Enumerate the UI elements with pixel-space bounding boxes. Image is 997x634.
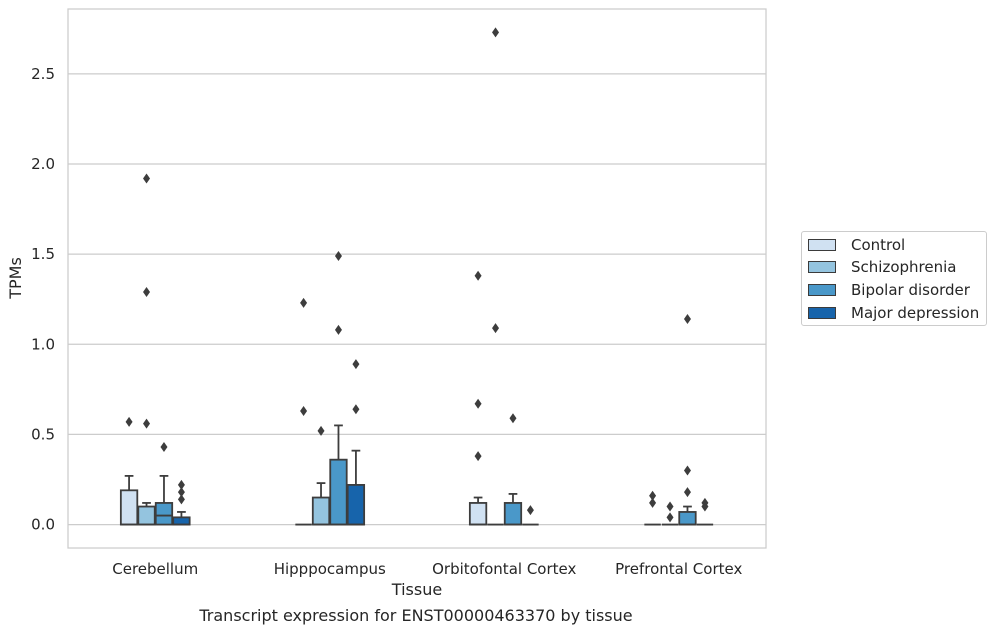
outlier-point (352, 359, 360, 370)
outlier-point (334, 250, 342, 261)
outlier-point (177, 494, 185, 505)
outlier-point (334, 324, 342, 335)
y-tick-label: 1.0 (31, 335, 55, 353)
box-group (678, 314, 697, 526)
box-group (346, 359, 366, 526)
outlier-point (160, 442, 168, 453)
outlier-point (492, 27, 500, 38)
outlier-point (492, 323, 500, 334)
box-rect (468, 502, 488, 526)
outlier-point (143, 173, 151, 184)
outlier-point (701, 497, 709, 508)
y-axis-label: TPMs (6, 257, 25, 300)
outlier-point (509, 413, 517, 424)
legend-swatch-major-depression (808, 307, 836, 319)
outlier-point (666, 501, 674, 512)
y-tick-label: 0.5 (31, 425, 55, 443)
box-group (487, 27, 504, 526)
outlier-point (300, 405, 308, 416)
box-group (137, 173, 156, 526)
outlier-point (143, 287, 151, 298)
legend-swatch-bipolar-disorder (808, 284, 836, 296)
outlier-point (649, 490, 657, 501)
box-group (311, 425, 331, 526)
box-rect (119, 489, 139, 526)
chart-legend: Control Schizophrenia Bipolar disorder M… (801, 231, 987, 326)
box-group (644, 490, 661, 526)
legend-swatch-schizophrenia (808, 261, 836, 273)
outlier-point (683, 314, 691, 325)
outlier-point (683, 487, 691, 498)
legend-label: Major depression (851, 304, 980, 322)
x-axis-label: Tissue (391, 580, 442, 599)
box-rect (137, 505, 156, 526)
legend-item-control: Control (808, 235, 905, 255)
x-tick-label: Prefrontal Cortex (615, 560, 742, 578)
outlier-point (143, 418, 151, 429)
box-rect (503, 502, 523, 526)
outlier-point (300, 297, 308, 308)
box-rect (329, 458, 348, 526)
legend-item-schizophrenia: Schizophrenia (808, 257, 956, 277)
outlier-point (474, 398, 482, 409)
box-group (295, 297, 312, 526)
x-tick-label: Hipppocampus (274, 560, 386, 578)
box-rect (154, 502, 174, 526)
box-marks (119, 27, 714, 526)
outlier-point (526, 505, 534, 516)
box-group (468, 270, 488, 526)
box-group (154, 442, 174, 526)
y-tick-label: 0.0 (31, 516, 55, 534)
box-rect (346, 484, 366, 526)
outlier-point (177, 479, 185, 490)
box-group (329, 250, 348, 526)
box-rect (678, 511, 697, 526)
box-group (119, 416, 139, 526)
legend-swatch-control (808, 239, 836, 251)
box-rect (311, 496, 331, 526)
outlier-point (683, 465, 691, 476)
outlier-point (649, 497, 657, 508)
outlier-point (317, 425, 325, 436)
plot-frame (67, 8, 767, 549)
x-axis-ticks: Cerebellum Hipppocampus Orbitofontal Corte… (112, 560, 742, 578)
outlier-point (666, 512, 674, 523)
outlier-point (352, 404, 360, 415)
outlier-point (177, 487, 185, 498)
legend-label: Schizophrenia (851, 258, 957, 276)
box-group (522, 505, 539, 526)
box-rect (172, 516, 191, 526)
y-tick-label: 2.5 (31, 65, 55, 83)
box-group (172, 479, 191, 526)
box-group (696, 497, 714, 526)
plot-area (68, 9, 766, 548)
box-group (503, 413, 523, 526)
legend-label: Bipolar disorder (851, 281, 970, 299)
x-tick-label: Cerebellum (112, 560, 198, 578)
outlier-point (474, 270, 482, 281)
box-group (661, 501, 679, 526)
chart-caption: Transcript expression for ENST0000046337… (199, 606, 633, 625)
legend-item-major-depression: Major depression (808, 303, 979, 323)
outlier-point (474, 451, 482, 462)
legend-item-bipolar-disorder: Bipolar disorder (808, 280, 970, 300)
y-axis-ticks: 0.0 0.5 1.0 1.5 2.0 2.5 (31, 65, 55, 534)
outlier-point (125, 416, 133, 427)
y-tick-label: 1.5 (31, 245, 55, 263)
y-tick-label: 2.0 (31, 155, 55, 173)
x-tick-label: Orbitofontal Cortex (432, 560, 576, 578)
legend-label: Control (851, 236, 906, 254)
